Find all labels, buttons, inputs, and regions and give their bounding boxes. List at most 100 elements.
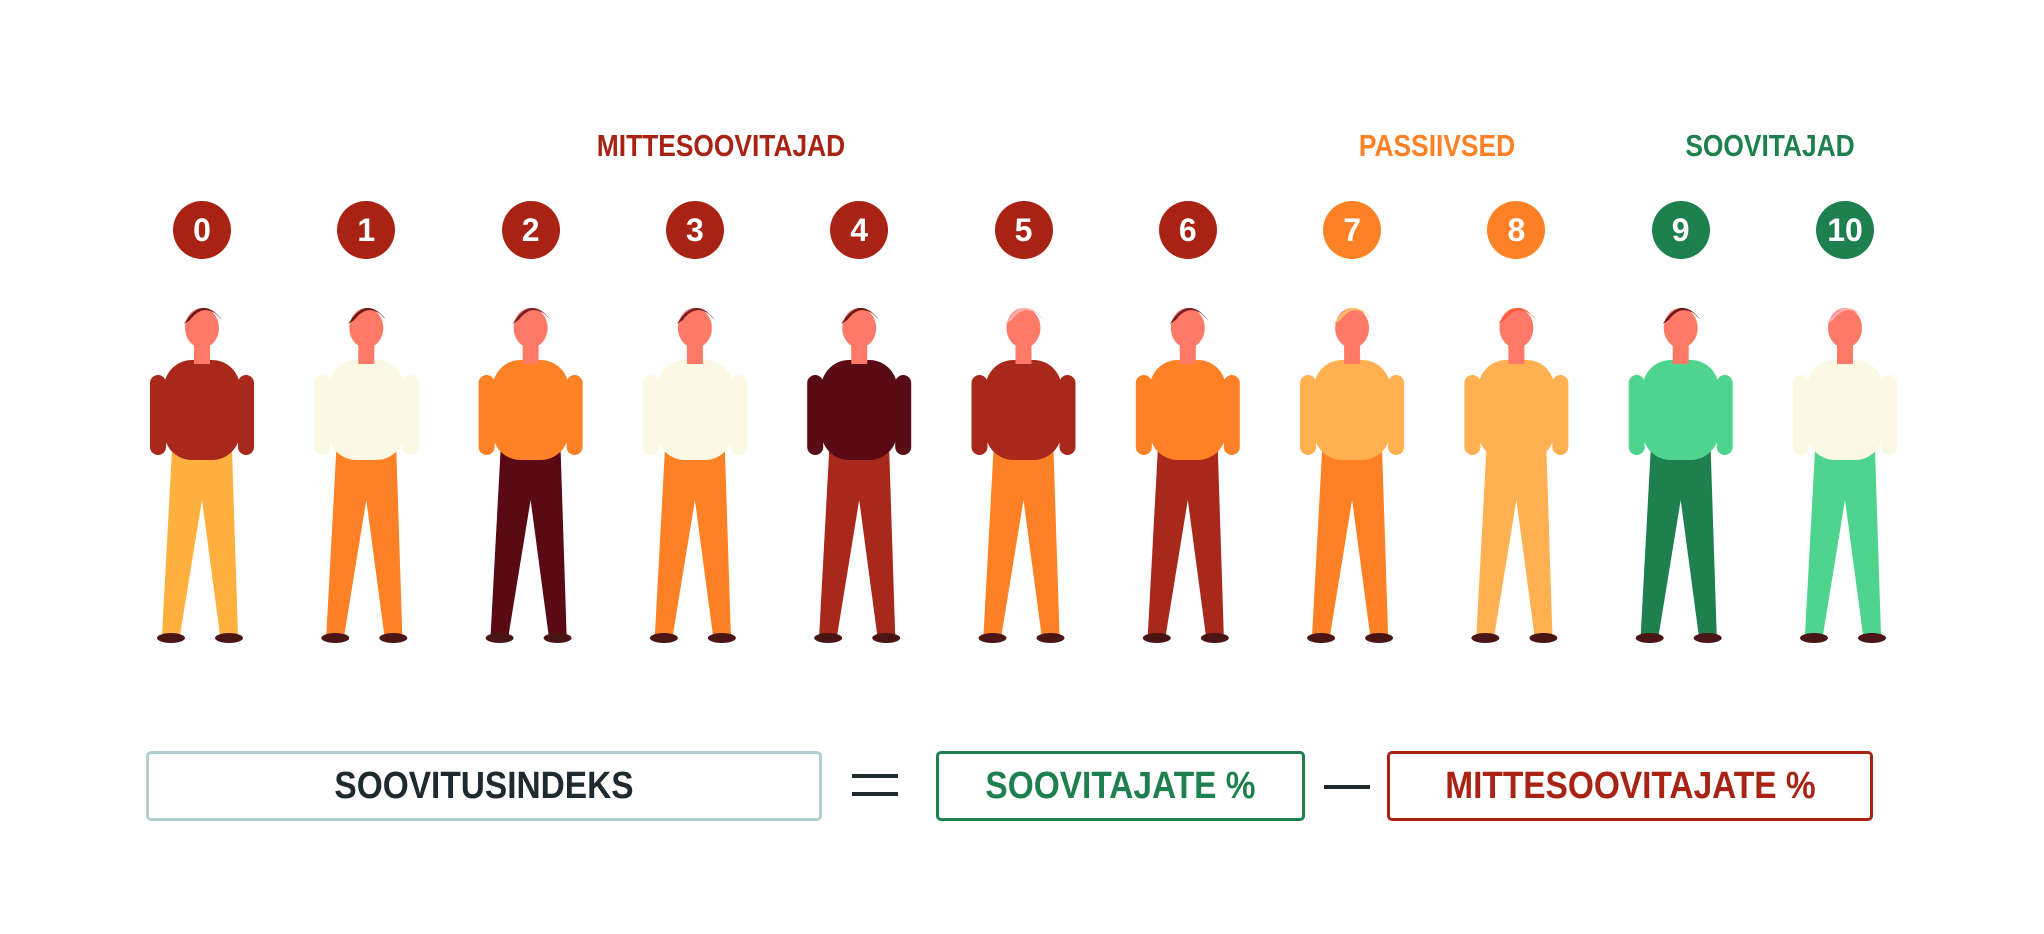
head: [513, 308, 548, 348]
person-figure: [478, 307, 583, 643]
hair: [348, 307, 387, 324]
torso: [1807, 360, 1883, 460]
person-figure: [150, 307, 254, 643]
shoe: [543, 633, 572, 643]
score-circle-5: 5: [994, 201, 1053, 259]
score-circle-9: 9: [1651, 201, 1710, 259]
group-label-detractors: MITTESOOVITAJAD: [596, 128, 846, 163]
torso: [1149, 360, 1226, 460]
arm: [1716, 375, 1733, 455]
score-circle-1: 1: [337, 201, 396, 259]
people-illustration: [150, 307, 1897, 643]
torso: [1478, 360, 1555, 460]
shoe: [157, 633, 185, 643]
torso: [328, 360, 405, 460]
legs: [819, 450, 896, 635]
score-circle-7: 7: [1323, 201, 1382, 259]
minus-sign: [1324, 785, 1370, 789]
arm: [1388, 375, 1405, 455]
equals-sign: [852, 774, 898, 796]
legs: [654, 450, 731, 635]
head: [1335, 308, 1370, 348]
shoe: [872, 633, 901, 643]
head: [1828, 308, 1862, 348]
legs: [490, 450, 567, 635]
shoe: [379, 633, 408, 643]
arm: [150, 375, 166, 455]
arm: [566, 375, 583, 455]
score-circle-0: 0: [173, 201, 231, 259]
legs: [1312, 450, 1389, 635]
hair: [1498, 307, 1537, 324]
arm: [1793, 375, 1809, 455]
hair: [512, 307, 551, 324]
shoe: [1529, 633, 1558, 643]
shoe: [1200, 633, 1229, 643]
score-circle-4: 4: [830, 201, 889, 259]
group-label-promoters: SOOVITAJAD: [1685, 128, 1855, 163]
shoe: [649, 633, 678, 643]
person-figure: [1793, 307, 1897, 643]
shoe: [1365, 633, 1394, 643]
person-figure: [1300, 307, 1405, 643]
person-figure: [807, 307, 912, 643]
arm: [1135, 375, 1152, 455]
head: [1663, 308, 1698, 348]
legs: [162, 450, 238, 635]
shoe: [215, 633, 243, 643]
head: [1006, 308, 1041, 348]
arm: [1464, 375, 1481, 455]
shoe: [485, 633, 514, 643]
arm: [730, 375, 747, 455]
score-circle-6: 6: [1158, 201, 1217, 259]
shoe: [1858, 633, 1886, 643]
torso: [164, 360, 240, 460]
shoe: [1693, 633, 1722, 643]
person-figure: [1135, 307, 1240, 643]
head: [677, 308, 712, 348]
legs: [1147, 450, 1224, 635]
arm: [895, 375, 912, 455]
torso: [1642, 360, 1719, 460]
head: [185, 308, 219, 348]
person-figure: [1464, 307, 1569, 643]
arm: [642, 375, 659, 455]
shoe: [1036, 633, 1065, 643]
hair: [1827, 307, 1865, 324]
shoe: [814, 633, 843, 643]
group-label-passives: PASSIIVSED: [1358, 128, 1516, 163]
hair: [1334, 307, 1373, 324]
legs: [1640, 450, 1717, 635]
promoters-percent-box: SOOVITAJATE %: [936, 751, 1305, 821]
score-circle-3: 3: [665, 201, 724, 259]
hair: [1005, 307, 1044, 324]
person-figure: [1628, 307, 1733, 643]
arm: [1059, 375, 1076, 455]
legs: [1805, 450, 1881, 635]
person-figure: [314, 307, 419, 643]
arm: [1881, 375, 1897, 455]
score-circle-2: 2: [501, 201, 560, 259]
arm: [1628, 375, 1645, 455]
arm: [971, 375, 988, 455]
shoe: [1800, 633, 1828, 643]
shoe: [1471, 633, 1500, 643]
nps-label: SOOVITUSINDEKS: [334, 764, 634, 807]
hair: [1169, 307, 1208, 324]
torso: [492, 360, 569, 460]
head: [842, 308, 877, 348]
torso: [985, 360, 1062, 460]
arm: [314, 375, 331, 455]
legs: [1476, 450, 1553, 635]
head: [349, 308, 384, 348]
score-circle-10: 10: [1816, 201, 1874, 259]
promoters-percent-label: SOOVITAJATE %: [985, 764, 1256, 807]
head: [1170, 308, 1205, 348]
person-figure: [642, 307, 747, 643]
head: [1499, 308, 1534, 348]
shoe: [321, 633, 350, 643]
arm: [402, 375, 419, 455]
person-figure: [971, 307, 1076, 643]
legs: [326, 450, 403, 635]
hair: [184, 307, 222, 324]
